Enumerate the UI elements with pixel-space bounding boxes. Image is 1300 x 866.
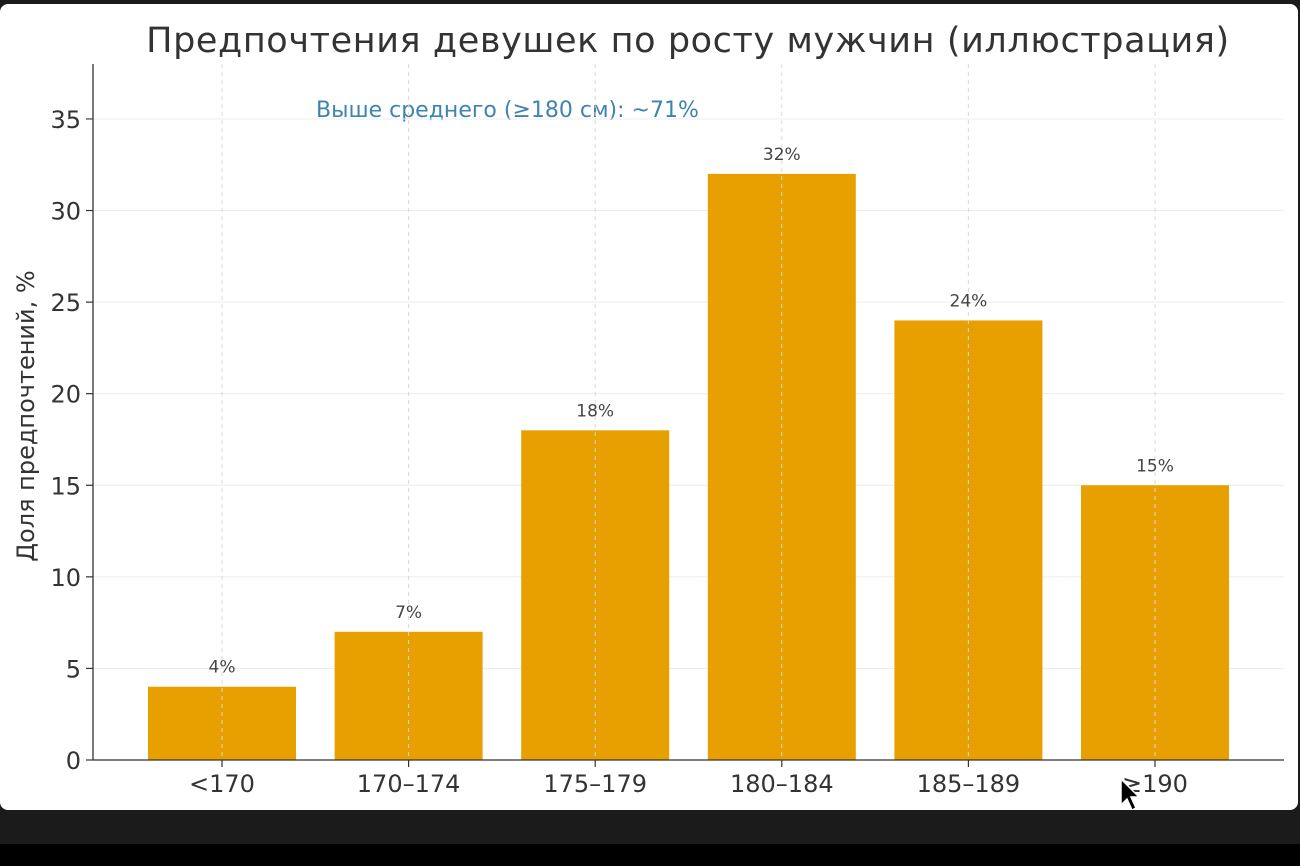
y-tick-label: 35 xyxy=(50,106,81,134)
y-tick-label: 25 xyxy=(50,289,81,317)
x-tick-label: 170–174 xyxy=(357,770,461,798)
y-tick-label: 15 xyxy=(50,472,81,500)
bar-value-label: 15% xyxy=(1136,456,1174,476)
mouse-pointer-icon xyxy=(1120,777,1141,810)
x-tick-label: <170 xyxy=(189,770,255,798)
y-tick-label: 0 xyxy=(66,747,81,775)
bars-layer xyxy=(148,64,1229,761)
bar-value-label: 7% xyxy=(395,603,422,623)
bar-value-label: 32% xyxy=(763,145,801,165)
chart-title: Предпочтения девушек по росту мужчин (ил… xyxy=(146,21,1230,61)
x-tick-label: 175–179 xyxy=(543,770,647,798)
y-axis-label: Доля предпочтений, % xyxy=(12,270,40,561)
labels-layer: 0 5 10 15 20 25 30 35 4% <170 7% 170–174 18% 175–179 3… xyxy=(50,106,1188,798)
y-tick-label: 30 xyxy=(50,198,81,226)
y-tick-label: 10 xyxy=(50,564,81,592)
bar-value-label: 4% xyxy=(209,658,236,678)
bar-value-label: 24% xyxy=(950,291,988,311)
bar xyxy=(1081,485,1229,760)
x-tick-label: 180–184 xyxy=(730,770,834,798)
bar-value-label: 18% xyxy=(576,401,614,421)
y-tick-label: 20 xyxy=(50,381,81,409)
axes-layer xyxy=(86,64,1284,767)
chart-card: Предпочтения девушек по росту мужчин (ил… xyxy=(0,4,1298,810)
bar-chart: Предпочтения девушек по росту мужчин (ил… xyxy=(12,21,1284,810)
x-tick-label: 185–189 xyxy=(917,770,1021,798)
grid-layer xyxy=(93,118,1284,669)
player-bottom-band xyxy=(0,844,1300,866)
y-tick-label: 5 xyxy=(66,655,81,683)
